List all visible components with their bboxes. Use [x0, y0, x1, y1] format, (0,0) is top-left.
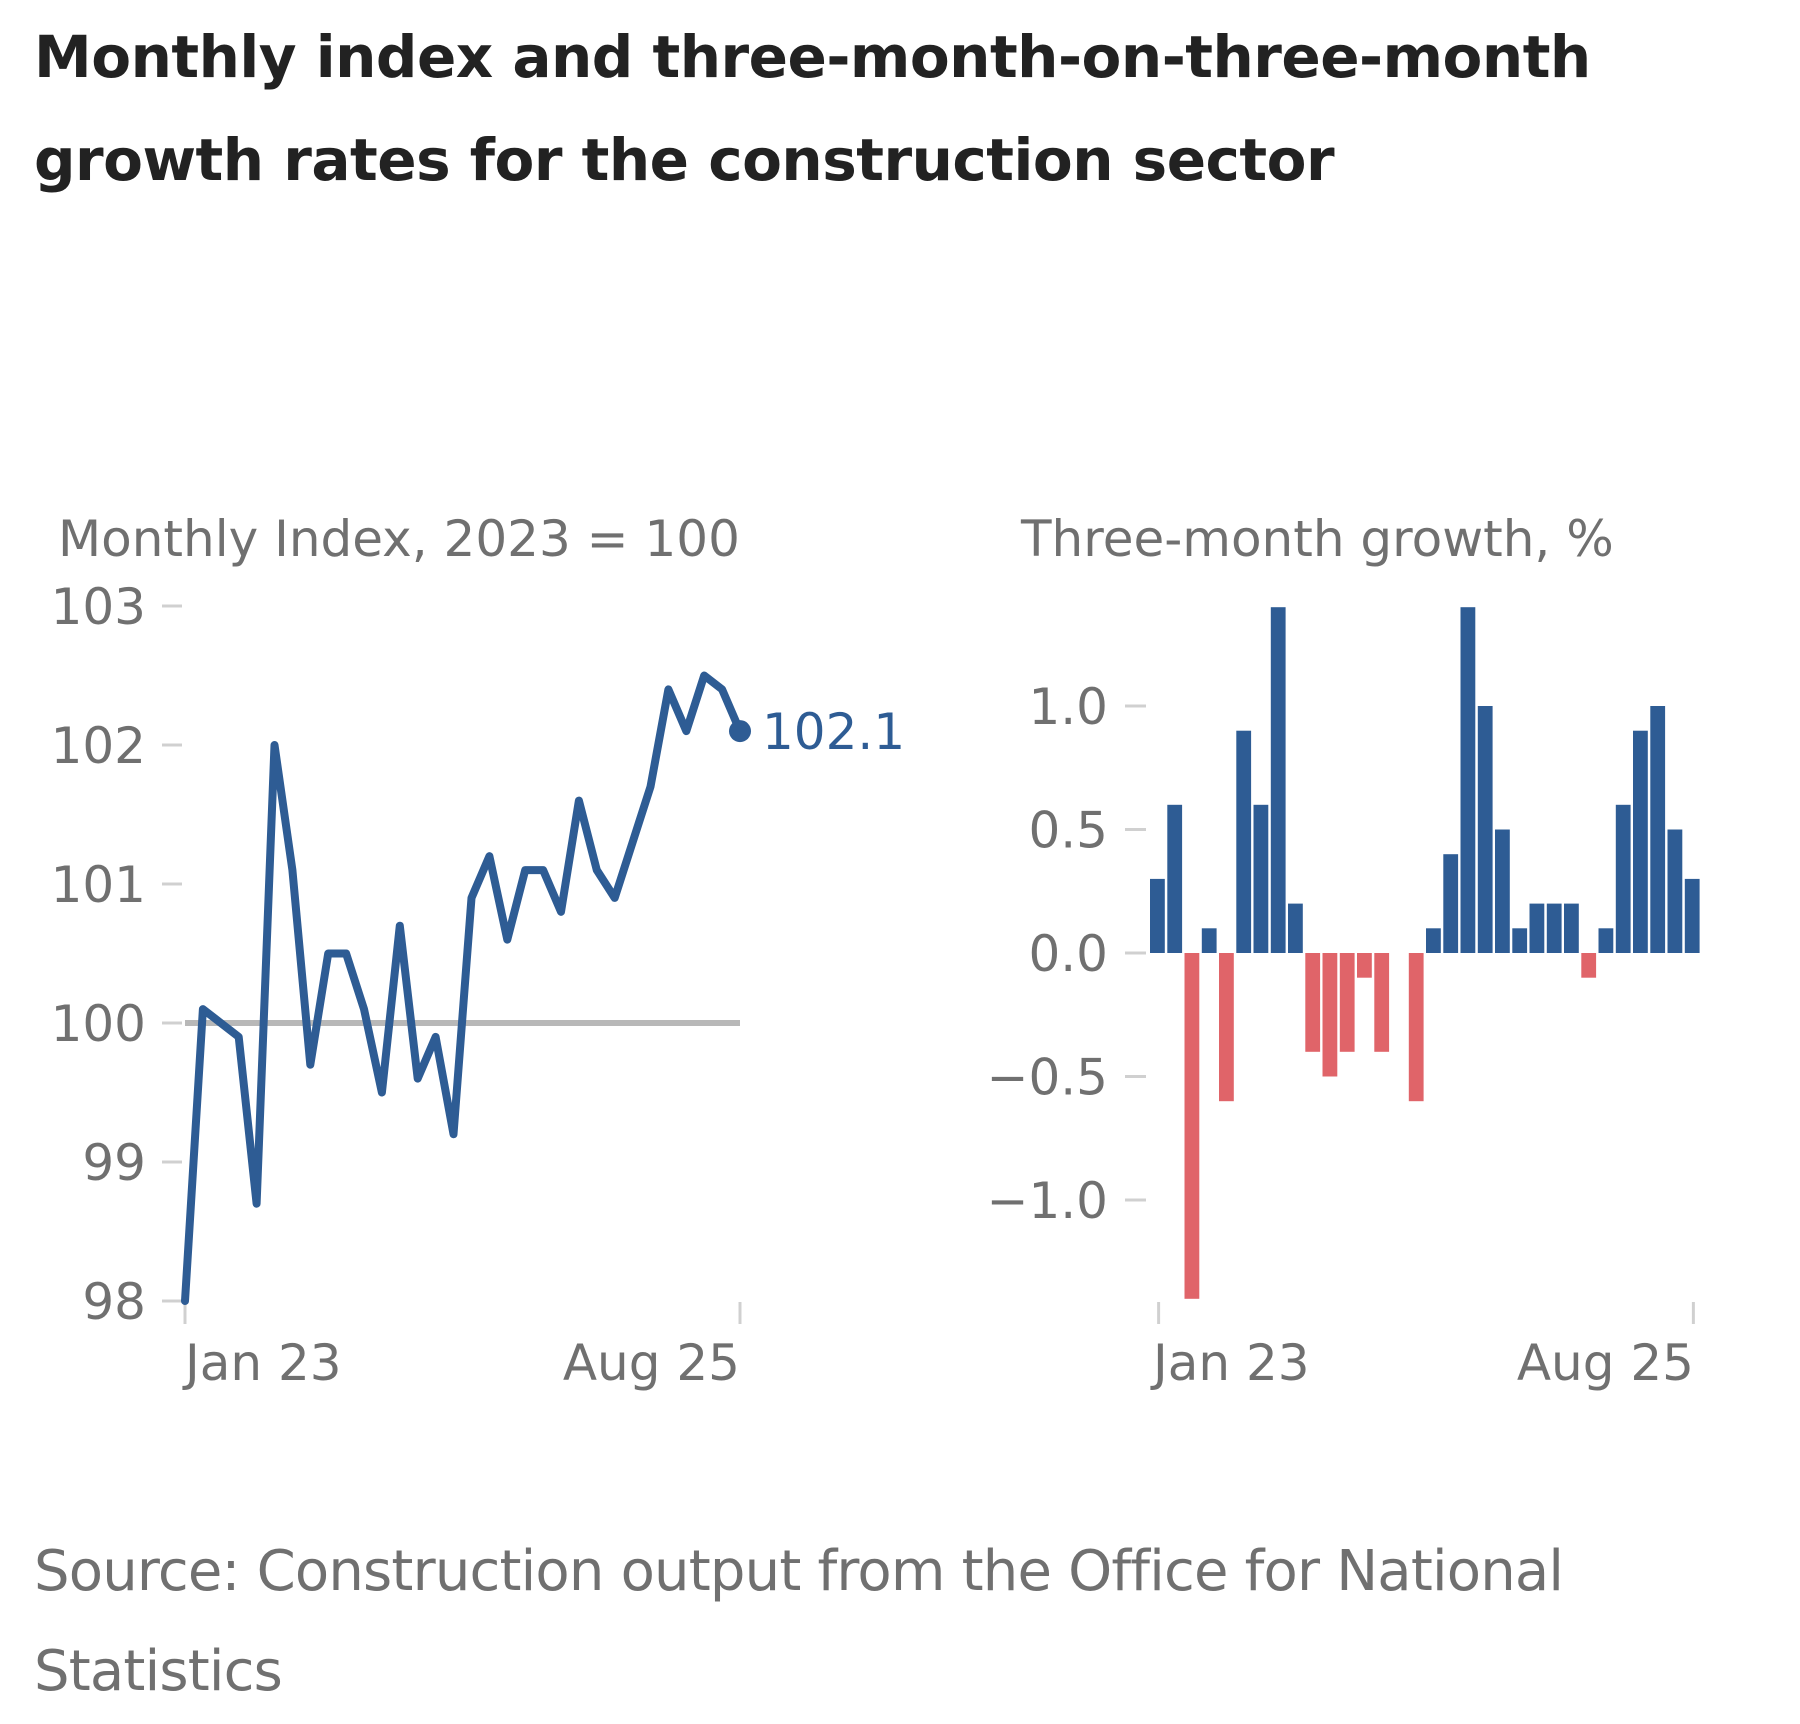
bar-positive	[1201, 928, 1217, 953]
line-x-tick-label-end: Aug 25	[563, 1334, 740, 1392]
bar-positive	[1615, 804, 1631, 953]
line-chart: Monthly Index, 2023 = 100 98 99 100 101 102 1…	[51, 510, 906, 1392]
bar-y-tick-label: −1.0	[987, 1172, 1108, 1230]
bar-series	[1150, 607, 1700, 1299]
line-y-tick-label: 98	[82, 1273, 146, 1331]
line-y-tick-label: 100	[51, 995, 146, 1053]
line-series	[181, 671, 751, 1305]
bar-positive	[1443, 854, 1459, 953]
line-y-tick-label: 101	[51, 856, 146, 914]
index-line	[181, 671, 744, 1305]
bar-y-tick-label: 0.0	[1028, 925, 1108, 983]
line-y-tick-label: 102	[51, 717, 146, 775]
bar-positive	[1598, 928, 1614, 953]
chart-title: Monthly index and three-month-on-three-m…	[34, 23, 1591, 194]
bar-positive	[1633, 730, 1648, 953]
line-chart-subtitle: Monthly Index, 2023 = 100	[58, 510, 740, 568]
bar-chart: Three-month growth, % −1.0−0.50.00.51.0 …	[987, 510, 1700, 1392]
bar-positive	[1667, 829, 1683, 953]
bar-negative	[1305, 953, 1321, 1052]
bar-positive	[1460, 607, 1476, 953]
line-x-tick-label-start: Jan 23	[182, 1334, 342, 1392]
bar-positive	[1150, 878, 1165, 953]
bar-positive	[1684, 878, 1700, 953]
bar-negative	[1374, 953, 1390, 1052]
line-y-tick-label: 99	[82, 1134, 146, 1192]
bar-positive	[1236, 730, 1252, 953]
bar-y-tick-label: −0.5	[987, 1049, 1108, 1107]
source-note: Source: Construction output from the Off…	[34, 1539, 1564, 1704]
bar-positive	[1167, 804, 1183, 953]
bar-positive	[1512, 928, 1528, 953]
end-value-label: 102.1	[762, 703, 905, 761]
bar-positive	[1546, 903, 1562, 953]
bar-positive	[1426, 928, 1441, 953]
bar-x-tick-label-start: Jan 23	[1150, 1334, 1310, 1392]
bar-positive	[1253, 804, 1269, 953]
bar-x-tick-label-end: Aug 25	[1517, 1334, 1694, 1392]
bar-positive	[1564, 903, 1579, 953]
line-chart-y-axis: 98 99 100 101 102 103	[51, 578, 182, 1331]
bar-negative	[1408, 953, 1424, 1102]
end-point-marker	[729, 720, 751, 743]
bar-chart-x-axis: Jan 23 Aug 25	[1150, 1302, 1695, 1392]
bar-chart-subtitle: Three-month growth, %	[1020, 510, 1614, 568]
bar-y-tick-label: 1.0	[1028, 678, 1108, 736]
bar-negative	[1184, 953, 1200, 1299]
line-chart-x-axis: Jan 23 Aug 25	[182, 1302, 742, 1392]
bar-positive	[1529, 903, 1545, 953]
bar-negative	[1322, 953, 1338, 1077]
bar-negative	[1581, 953, 1597, 978]
bar-negative	[1339, 953, 1355, 1052]
bar-chart-y-axis: −1.0 −0.5 0.0 0.5 1.0	[987, 678, 1146, 1230]
bar-negative	[1219, 953, 1234, 1102]
bar-positive	[1288, 903, 1303, 953]
bar-positive	[1477, 706, 1493, 953]
bar-positive	[1495, 829, 1510, 953]
bar-positive	[1650, 706, 1666, 953]
line-y-tick-label: 103	[51, 578, 146, 636]
bar-negative	[1357, 953, 1372, 978]
bar-y-tick-label: 0.5	[1028, 802, 1108, 860]
bar-positive	[1270, 607, 1286, 953]
